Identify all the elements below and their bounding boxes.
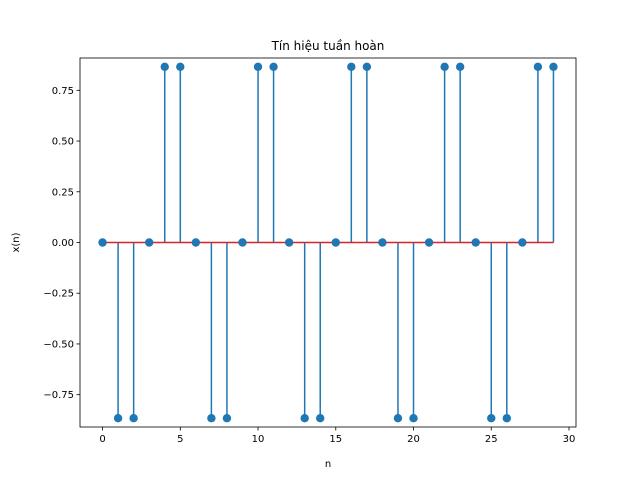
stem-marker [549, 62, 558, 71]
stem-marker [424, 238, 434, 247]
chart-title: Tín hiệu tuần hoàn [271, 39, 385, 53]
x-tick-label: 10 [252, 434, 265, 445]
x-tick-label: 30 [563, 434, 576, 445]
stem-marker [487, 414, 496, 423]
stem-marker [502, 414, 512, 423]
x-axis-label: n [325, 459, 331, 470]
x-axis: 0 5 10 15 20 25 30 [99, 427, 575, 445]
stem-marker [191, 238, 201, 247]
stem-marker [300, 414, 309, 423]
stem-marker [269, 62, 278, 71]
y-tick-label: 0.00 [52, 238, 74, 249]
y-tick-label: −0.50 [43, 339, 74, 350]
y-axis-label: x(n) [11, 232, 22, 252]
stem-marker [238, 238, 247, 247]
x-tick-label: 20 [407, 434, 420, 445]
stem-marker [176, 62, 185, 71]
stem-marker [207, 414, 216, 423]
stem-marker [113, 414, 123, 423]
stem-marker [347, 62, 356, 71]
stem-marker [284, 238, 294, 247]
stem-marker [409, 414, 418, 423]
x-tick-label: 25 [485, 434, 498, 445]
stem-marker [440, 62, 449, 71]
stem-marker [222, 414, 232, 423]
x-tick-label: 15 [329, 434, 342, 445]
stem-marker [253, 62, 263, 71]
stem-marker [160, 62, 169, 71]
stem-marker [144, 238, 154, 247]
stem-marker [98, 238, 107, 247]
plot-area [98, 62, 558, 423]
stem-marker [362, 62, 372, 71]
stem-marker [378, 238, 387, 247]
stem-marker [533, 62, 543, 71]
y-tick-label: −0.25 [43, 289, 74, 300]
stem-marker [393, 414, 403, 423]
x-tick-label: 0 [99, 434, 105, 445]
stem-marker [455, 62, 465, 71]
stem-marker [518, 238, 527, 247]
y-tick-label: 0.75 [52, 86, 74, 97]
stem-marker [129, 414, 138, 423]
stem-marker [316, 414, 325, 423]
stem-marker [471, 238, 480, 247]
y-axis: −0.75 −0.50 −0.25 0.00 0.25 0.50 0.75 [43, 86, 80, 401]
y-tick-label: 0.50 [52, 137, 74, 148]
stem-marker [331, 238, 340, 247]
y-tick-label: 0.25 [52, 187, 74, 198]
x-tick-label: 5 [177, 434, 183, 445]
y-tick-label: −0.75 [43, 390, 74, 401]
